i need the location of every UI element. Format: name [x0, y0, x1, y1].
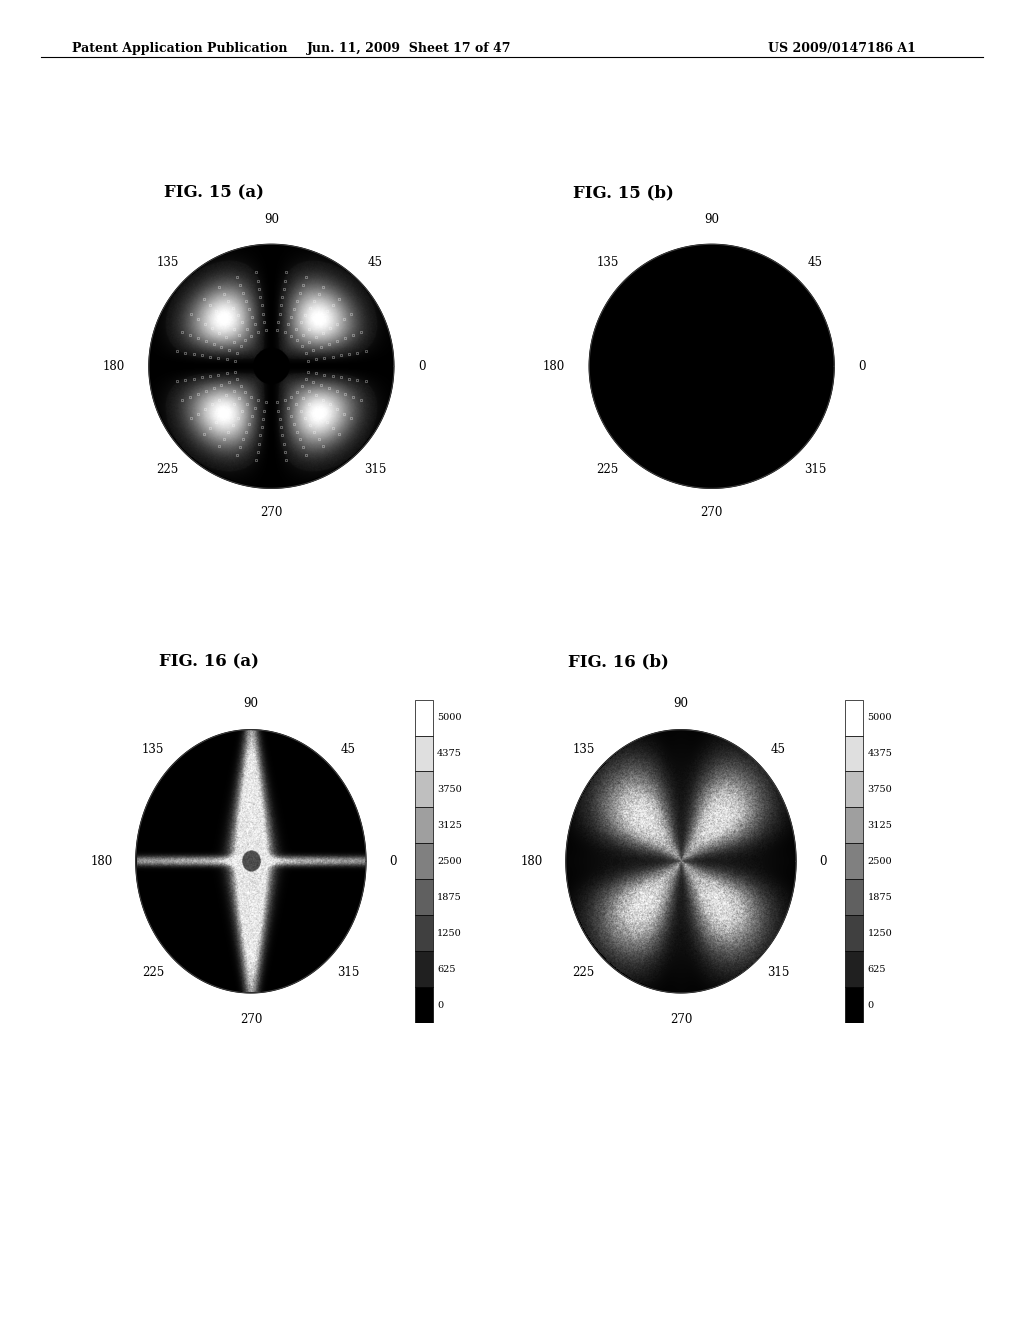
- Text: 225: 225: [157, 463, 178, 477]
- Bar: [415, 700, 433, 735]
- Polygon shape: [148, 244, 394, 488]
- Text: 625: 625: [867, 965, 886, 974]
- Text: 0: 0: [858, 360, 866, 372]
- Text: 2500: 2500: [867, 857, 892, 866]
- Polygon shape: [136, 730, 366, 993]
- Text: 1875: 1875: [867, 892, 892, 902]
- Text: 135: 135: [572, 743, 595, 756]
- Bar: [845, 808, 863, 843]
- Text: 270: 270: [700, 506, 723, 519]
- Text: 5000: 5000: [437, 713, 462, 722]
- Text: 45: 45: [368, 256, 383, 269]
- Text: 135: 135: [157, 256, 178, 269]
- Text: 225: 225: [142, 966, 165, 979]
- Text: 45: 45: [341, 743, 356, 756]
- Text: 90: 90: [674, 697, 688, 710]
- Bar: [415, 987, 433, 1023]
- Bar: [845, 771, 863, 808]
- Text: 0: 0: [437, 1001, 443, 1010]
- Polygon shape: [566, 730, 796, 993]
- Bar: [415, 843, 433, 879]
- Bar: [845, 915, 863, 952]
- Text: 270: 270: [260, 506, 283, 519]
- Text: FIG. 15 (b): FIG. 15 (b): [573, 185, 675, 202]
- Text: 180: 180: [90, 855, 113, 867]
- Text: 3125: 3125: [437, 821, 462, 830]
- Text: 0: 0: [418, 360, 426, 372]
- Text: 0: 0: [819, 855, 826, 867]
- Text: 270: 270: [670, 1012, 692, 1026]
- Text: 4375: 4375: [437, 748, 462, 758]
- Bar: [845, 843, 863, 879]
- Text: 45: 45: [808, 256, 823, 269]
- Text: Jun. 11, 2009  Sheet 17 of 47: Jun. 11, 2009 Sheet 17 of 47: [307, 42, 512, 55]
- Text: 4375: 4375: [867, 748, 892, 758]
- Text: 315: 315: [767, 966, 790, 979]
- Text: 5000: 5000: [867, 713, 892, 722]
- Text: Patent Application Publication: Patent Application Publication: [72, 42, 287, 55]
- Text: 225: 225: [597, 463, 618, 477]
- Text: FIG. 16 (b): FIG. 16 (b): [568, 653, 670, 671]
- Bar: [845, 700, 863, 735]
- Text: 180: 180: [520, 855, 543, 867]
- Polygon shape: [589, 244, 835, 488]
- Bar: [845, 735, 863, 771]
- Text: 3750: 3750: [437, 785, 462, 793]
- Text: 180: 180: [543, 360, 565, 372]
- Text: 90: 90: [705, 214, 719, 227]
- Bar: [415, 808, 433, 843]
- Text: 3750: 3750: [867, 785, 892, 793]
- Text: FIG. 16 (a): FIG. 16 (a): [159, 653, 259, 671]
- Text: 45: 45: [771, 743, 786, 756]
- Text: 625: 625: [437, 965, 456, 974]
- Bar: [415, 952, 433, 987]
- Text: US 2009/0147186 A1: US 2009/0147186 A1: [768, 42, 915, 55]
- Bar: [415, 735, 433, 771]
- Bar: [845, 879, 863, 915]
- Text: 90: 90: [244, 697, 258, 710]
- Text: 180: 180: [102, 360, 125, 372]
- Bar: [845, 987, 863, 1023]
- Text: 135: 135: [597, 256, 618, 269]
- Text: 315: 315: [365, 463, 386, 477]
- Text: FIG. 15 (a): FIG. 15 (a): [164, 185, 264, 202]
- Text: 1875: 1875: [437, 892, 462, 902]
- Text: 225: 225: [572, 966, 595, 979]
- Text: 1250: 1250: [437, 929, 462, 937]
- Text: 3125: 3125: [867, 821, 892, 830]
- Text: 0: 0: [389, 855, 396, 867]
- Text: 2500: 2500: [437, 857, 462, 866]
- Bar: [415, 771, 433, 808]
- Text: 1250: 1250: [867, 929, 892, 937]
- Text: 135: 135: [142, 743, 165, 756]
- Bar: [415, 879, 433, 915]
- Bar: [415, 915, 433, 952]
- Text: 0: 0: [867, 1001, 873, 1010]
- Bar: [845, 952, 863, 987]
- Text: 315: 315: [337, 966, 359, 979]
- Text: 315: 315: [805, 463, 826, 477]
- Text: 90: 90: [264, 214, 279, 227]
- Text: 270: 270: [240, 1012, 262, 1026]
